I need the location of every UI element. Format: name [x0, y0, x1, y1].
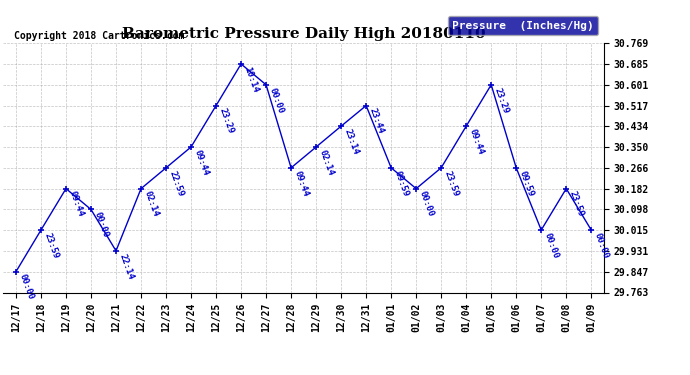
- Text: 23:14: 23:14: [342, 128, 360, 156]
- Text: 09:44: 09:44: [468, 128, 485, 156]
- Text: 00:00: 00:00: [92, 211, 110, 239]
- Text: 23:29: 23:29: [217, 107, 235, 135]
- Text: 00:00: 00:00: [542, 231, 560, 260]
- Text: 23:59: 23:59: [568, 190, 585, 218]
- Text: Copyright 2018 Cartronics.com: Copyright 2018 Cartronics.com: [14, 32, 184, 41]
- Text: 00:00: 00:00: [17, 273, 35, 302]
- Text: 23:29: 23:29: [493, 86, 510, 114]
- Text: 09:44: 09:44: [193, 148, 210, 177]
- Title: Barometric Pressure Daily High 20180110: Barometric Pressure Daily High 20180110: [122, 27, 485, 40]
- Text: 09:59: 09:59: [393, 169, 410, 198]
- Text: 00:00: 00:00: [417, 190, 435, 218]
- Text: 09:44: 09:44: [68, 190, 85, 218]
- Text: 23:59: 23:59: [442, 169, 460, 198]
- Text: 23:44: 23:44: [368, 107, 385, 135]
- Text: 22:59: 22:59: [168, 169, 185, 198]
- Text: 09:59: 09:59: [518, 169, 535, 198]
- Text: 02:14: 02:14: [317, 148, 335, 177]
- Legend: Pressure  (Inches/Hg): Pressure (Inches/Hg): [448, 16, 598, 35]
- Text: 22:14: 22:14: [117, 252, 135, 280]
- Text: 02:14: 02:14: [142, 190, 160, 218]
- Text: 00:00: 00:00: [593, 231, 610, 260]
- Text: 10:14: 10:14: [242, 65, 260, 94]
- Text: 00:00: 00:00: [268, 86, 285, 114]
- Text: 23:59: 23:59: [42, 231, 60, 260]
- Text: 09:44: 09:44: [293, 169, 310, 198]
